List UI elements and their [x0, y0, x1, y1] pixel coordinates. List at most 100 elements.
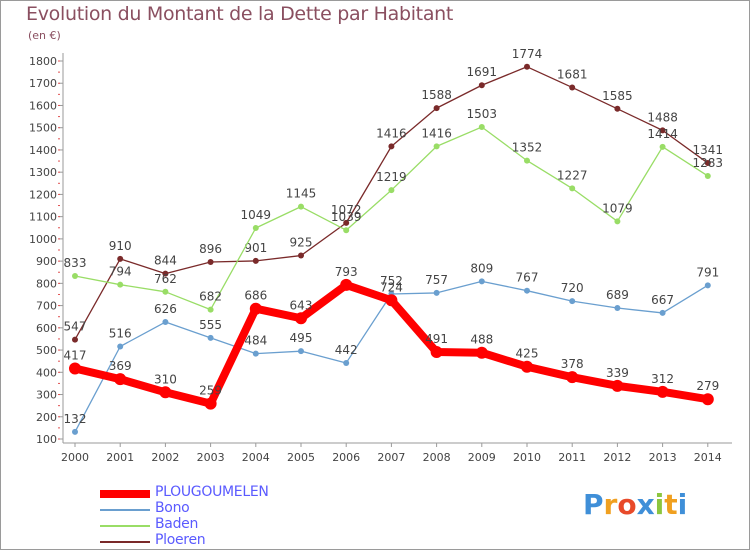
data-label: 667	[651, 293, 674, 307]
series-bono: 132 516 626 555 484 495 442 752 757 809 767 720 689 6…	[64, 261, 719, 435]
data-label: 720	[561, 281, 584, 295]
x-tick-label: 2008	[423, 451, 451, 464]
data-point	[162, 288, 169, 295]
x-tick-label: 2006	[332, 451, 360, 464]
data-label: 1691	[467, 65, 498, 79]
data-point	[659, 127, 666, 134]
data-label: 1416	[376, 126, 407, 140]
data-label: 1416	[421, 126, 452, 140]
data-label: 442	[335, 343, 358, 357]
data-point	[611, 379, 624, 392]
data-point	[249, 302, 262, 315]
y-tick-label: 100	[36, 433, 57, 446]
x-tick-label: 2002	[151, 451, 179, 464]
data-label: 491	[425, 332, 448, 346]
data-point	[521, 360, 533, 373]
x-tick-label: 2007	[377, 451, 405, 464]
data-point	[207, 259, 214, 266]
data-point	[569, 298, 576, 305]
x-tick-label: 2009	[468, 451, 496, 464]
data-label: 767	[516, 271, 539, 285]
logo-letter: x	[636, 488, 655, 521]
data-point	[343, 227, 350, 234]
legend-item: Bono	[100, 500, 340, 517]
data-point	[524, 63, 530, 70]
data-label: 901	[244, 241, 267, 255]
data-point	[388, 143, 395, 150]
legend-swatch	[100, 541, 150, 543]
data-point	[343, 359, 350, 366]
data-point	[295, 312, 307, 325]
data-label: 1341	[693, 143, 724, 157]
data-label: 626	[154, 302, 177, 316]
data-point	[659, 143, 666, 150]
data-label: 425	[516, 347, 539, 361]
x-tick-label: 2014	[694, 451, 722, 464]
data-point	[430, 346, 443, 359]
x-tick-label: 2005	[287, 451, 315, 464]
legend-item: PLOUGOUMELEN	[100, 484, 340, 501]
chart-unit-label: (en €)	[28, 29, 61, 42]
y-tick-label: 800	[36, 277, 57, 290]
y-tick-label: 400	[36, 366, 57, 379]
data-label: 1585	[602, 89, 633, 103]
x-tick-label: 2011	[558, 451, 586, 464]
data-label: 1145	[286, 187, 317, 201]
data-point	[162, 319, 169, 326]
data-label: 279	[696, 379, 719, 393]
data-label: 689	[606, 288, 629, 302]
logo-letter: i	[654, 488, 665, 521]
legend-item: Baden	[100, 516, 340, 533]
data-point	[204, 397, 217, 410]
proxiti-logo: Proxiti	[583, 488, 687, 521]
logo-letter: i	[677, 488, 688, 521]
chart-title: Evolution du Montant de la Dette par Hab…	[26, 3, 454, 25]
data-point	[114, 373, 127, 386]
y-tick-label: 1500	[29, 122, 57, 135]
data-point	[704, 172, 711, 179]
y-tick-label: 1400	[29, 144, 57, 157]
y-tick-label: 600	[36, 322, 57, 335]
data-point	[569, 185, 576, 192]
data-point	[478, 82, 485, 89]
data-label: 132	[64, 412, 87, 426]
data-label: 339	[606, 366, 629, 380]
data-point	[298, 348, 304, 355]
y-tick-label: 300	[36, 389, 57, 402]
data-point	[475, 346, 488, 359]
data-point	[385, 294, 398, 307]
data-point	[524, 157, 530, 164]
data-point	[433, 143, 440, 150]
series-baden: 833 794 762 682 1049 1145 1039 1219 1416 1503 1352…	[64, 107, 723, 313]
legend-swatch	[100, 490, 150, 498]
data-label: 1681	[557, 67, 588, 81]
data-label: 686	[244, 289, 267, 303]
data-label: 1079	[602, 201, 633, 215]
y-axis-ticks: 100 200 300 400 500 600 700 800 900 1000 1100 1200 1…	[29, 55, 63, 446]
legend-label: Baden	[155, 516, 199, 532]
x-axis-ticks: 2000 2001 2002 2003 2004 2005 2006 2007 2008 2009…	[61, 443, 722, 464]
data-label: 1503	[467, 107, 498, 121]
legend-label: Ploeren	[155, 532, 206, 548]
data-point	[207, 306, 214, 313]
data-label: 844	[154, 254, 177, 268]
data-point	[343, 219, 350, 226]
x-tick-label: 2012	[603, 451, 631, 464]
logo-letter: t	[664, 488, 678, 521]
data-point	[159, 386, 172, 399]
y-tick-label: 1700	[29, 77, 57, 90]
data-point	[298, 252, 304, 259]
legend-swatch	[100, 509, 150, 511]
data-point	[478, 124, 485, 131]
legend-label: PLOUGOUMELEN	[155, 484, 269, 500]
data-point	[566, 371, 579, 384]
data-label: 1588	[421, 88, 452, 102]
data-label: 910	[109, 239, 132, 253]
y-tick-label: 1800	[29, 55, 57, 68]
data-point	[117, 281, 124, 288]
data-label: 809	[470, 261, 493, 275]
data-label: 643	[290, 298, 313, 312]
data-point	[524, 287, 530, 294]
data-label: 547	[64, 320, 87, 334]
data-label: 1414	[647, 127, 678, 141]
